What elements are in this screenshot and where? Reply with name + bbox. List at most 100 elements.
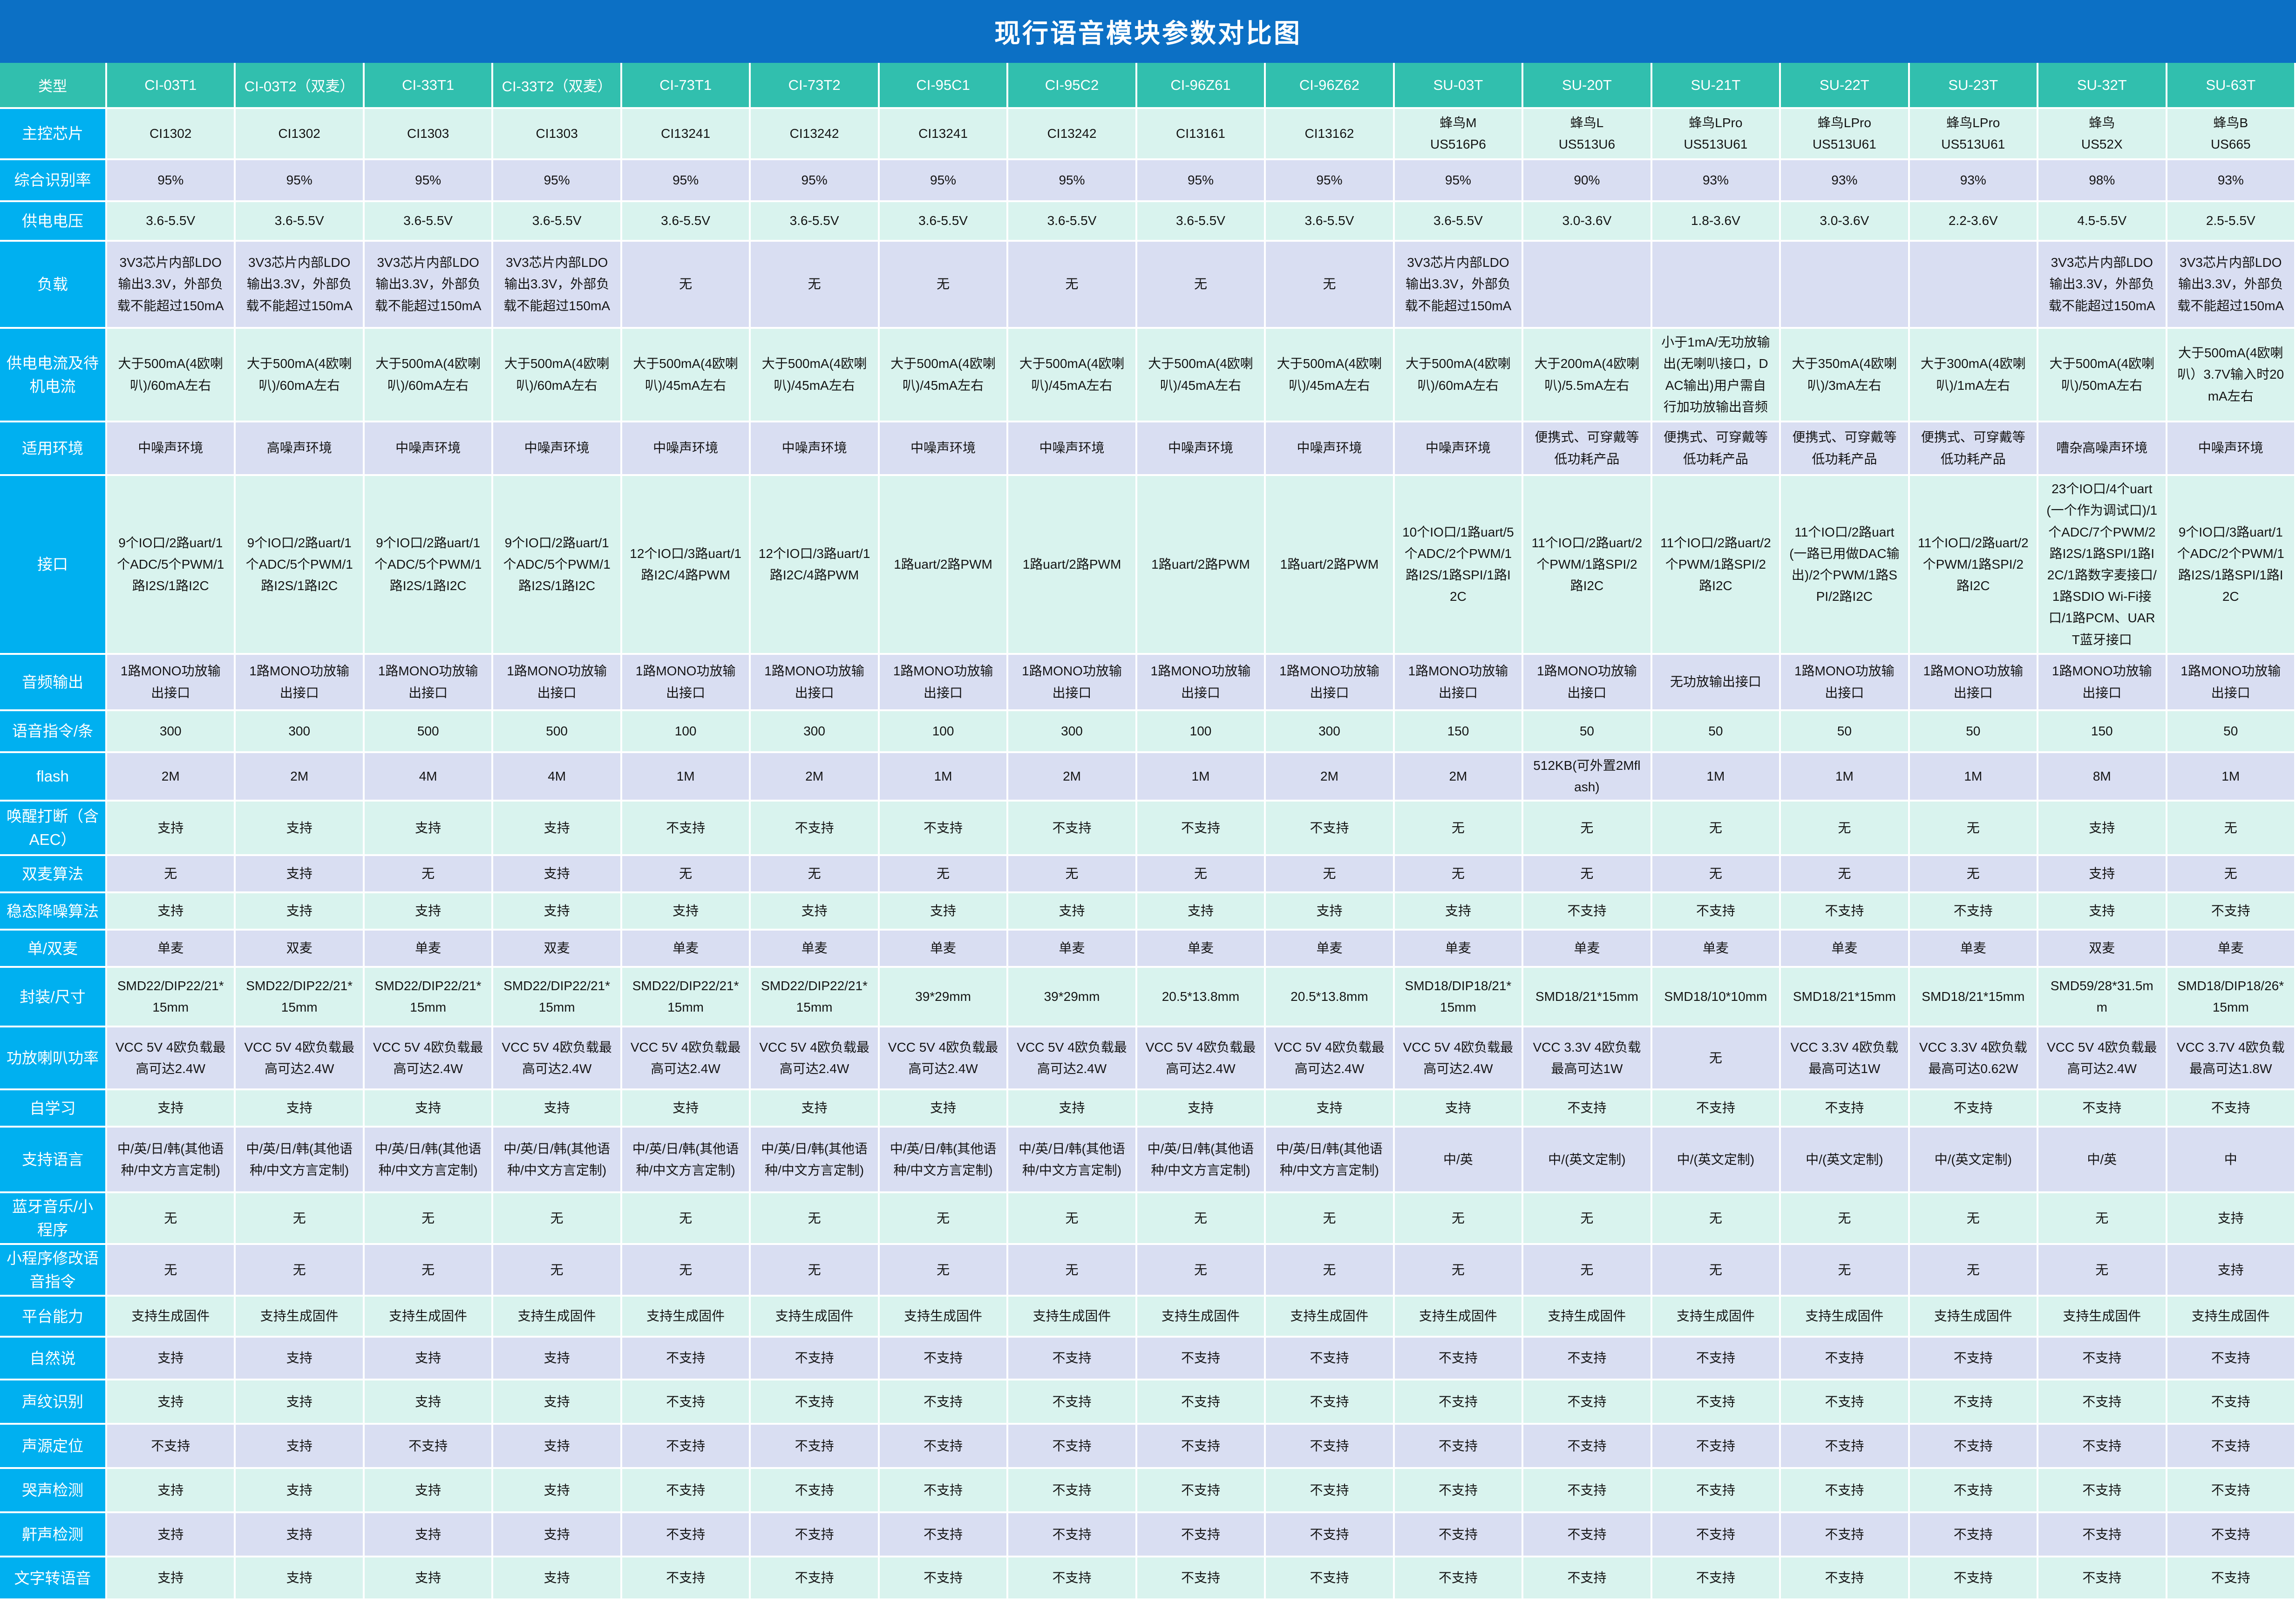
table-row: 声源定位 不支持 支持 不支持 支持 不支持 不支持 不支持 不支持 不支持 不支持 不支持 不支持 不支…: [0, 1425, 2296, 1469]
table-cell: 1M: [622, 753, 751, 802]
table-cell: 支持: [493, 1513, 622, 1558]
table-row: 语音指令/条 300 300 500 500 100 300 100 300 100 300 150 5…: [0, 711, 2296, 753]
table-cell: 无: [1394, 802, 1524, 857]
table-cell: 单麦: [2167, 931, 2296, 968]
table-cell: 1路MONO功放输出接口: [1781, 655, 1910, 711]
table-cell: SMD18/21*15mm: [1781, 968, 1910, 1028]
table-cell: 中/(英文定制): [1909, 1128, 2039, 1194]
column-header: CI-33T1: [364, 63, 494, 109]
table-cell: 不支持: [1781, 1513, 1910, 1558]
table-row: 接口 9个IO口/2路uart/1个ADC/5个PWM/1路I2S/1路I2C 9个…: [0, 476, 2296, 655]
table-cell: 3.6-5.5V: [107, 202, 236, 242]
table-cell: 1路MONO功放输出接口: [364, 655, 494, 711]
table-cell: 不支持: [1266, 1380, 1395, 1425]
table-cell: SMD22/DIP22/21*15mm: [493, 968, 622, 1028]
table-cell: 50: [1909, 711, 2039, 753]
table-cell: 不支持: [2167, 1557, 2296, 1601]
table-cell: VCC 5V 4欧负载最高可达2.4W: [1266, 1027, 1395, 1091]
table-row: 唤醒打断（含AEC） 支持 支持 支持 支持 不支持 不支持 不支持 不支持 不支持 不支持无无无无…: [0, 802, 2296, 857]
table-cell: 39*29mm: [1008, 968, 1137, 1028]
table-cell: 1M: [1781, 753, 1910, 802]
table-cell: 300: [107, 711, 236, 753]
table-cell: 无: [1523, 1193, 1652, 1245]
table-cell: SMD22/DIP22/21*15mm: [236, 968, 365, 1028]
table-cell: 无: [364, 856, 494, 894]
table-cell: 不支持: [1652, 1380, 1781, 1425]
table-cell: 支持: [107, 1469, 236, 1514]
table-cell: 11个IO口/2路uart(一路已用做DAC输出)/2个PWM/1路SPI/2路…: [1781, 476, 1910, 655]
table-cell: 不支持: [1394, 1338, 1524, 1381]
table-cell: 不支持: [1523, 1425, 1652, 1469]
table-cell: 93%: [1909, 160, 2039, 202]
table-cell: 不支持: [622, 1425, 751, 1469]
table-cell: 1路MONO功放输出接口: [1909, 655, 2039, 711]
table-cell: 单麦: [1137, 931, 1266, 968]
table-cell: 不支持: [2167, 1513, 2296, 1558]
table-cell: 中噪声环境: [2167, 422, 2296, 476]
table-row: 稳态降噪算法 支持 支持 支持 支持 支持 支持 支持 支持 支持 支持 支持 不支持 不支持 不支持 不支持…: [0, 893, 2296, 931]
table-cell: 不支持: [879, 1338, 1009, 1381]
table-cell: 小于1mA/无功放输出(无喇叭接口，DAC输出)用户需自行加功放输出音频: [1652, 329, 1781, 422]
table-cell: 不支持: [1523, 1380, 1652, 1425]
table-cell: 93%: [1781, 160, 1910, 202]
table-cell: 支持: [2038, 856, 2167, 894]
table-cell: 95%: [1266, 160, 1395, 202]
row-label: 供电电流及待机电流: [0, 329, 107, 422]
table-cell: 支持: [1008, 893, 1137, 931]
table-row: 小程序修改语音指令无无无无无无无无无无无无无无无无支持: [0, 1245, 2296, 1297]
table-cell: 12个IO口/3路uart/1路I2C/4路PWM: [622, 476, 751, 655]
table-cell: 50: [1652, 711, 1781, 753]
table-cell: 不支持: [1394, 1380, 1524, 1425]
table-cell: 支持: [1137, 893, 1266, 931]
table-cell: 3.6-5.5V: [622, 202, 751, 242]
table-cell: VCC 3.3V 4欧负载最高可达0.62W: [1909, 1027, 2039, 1091]
table-row: 封装/尺寸 SMD22/DIP22/21*15mm SMD22/DIP22/21*1…: [0, 968, 2296, 1028]
table-cell: 10个IO口/1路uart/5个ADC/2个PWM/1路I2S/1路SPI/1路…: [1394, 476, 1524, 655]
row-label: 稳态降噪算法: [0, 893, 107, 931]
table-cell: 支持: [493, 1090, 622, 1128]
table-cell: 不支持: [1266, 1513, 1395, 1558]
table-cell: 不支持: [1266, 1469, 1395, 1514]
table-cell: 支持生成固件: [751, 1297, 880, 1338]
table-cell: 不支持: [1909, 1513, 2039, 1558]
table-cell: 中/英/日/韩(其他语种/中文方言定制): [879, 1128, 1009, 1194]
row-label: 文字转语音: [0, 1557, 107, 1601]
table-cell: [1652, 242, 1781, 329]
table-cell: 蜂鸟LPro US513U61: [1652, 109, 1781, 160]
table-cell: 中/英/日/韩(其他语种/中文方言定制): [107, 1128, 236, 1194]
table-cell: 不支持: [1781, 1425, 1910, 1469]
table-cell: 2M: [107, 753, 236, 802]
table-cell: 不支持: [1008, 1469, 1137, 1514]
table-cell: 无: [364, 1193, 494, 1245]
table-cell: 支持: [2167, 1245, 2296, 1297]
table-cell: 95%: [1137, 160, 1266, 202]
table-cell: 中/英/日/韩(其他语种/中文方言定制): [751, 1128, 880, 1194]
table-cell: 500: [364, 711, 494, 753]
table-cell: 12个IO口/3路uart/1路I2C/4路PWM: [751, 476, 880, 655]
table-cell: 蜂鸟LPro US513U61: [1909, 109, 2039, 160]
table-cell: 支持: [751, 1090, 880, 1128]
table-cell: 1M: [1137, 753, 1266, 802]
table-cell: 不支持: [1781, 1469, 1910, 1514]
table-cell: 2M: [1266, 753, 1395, 802]
table-cell: 大于500mA(4欧喇叭)/45mA左右: [1008, 329, 1137, 422]
table-row: 平台能力 支持生成固件 支持生成固件 支持生成固件 支持生成固件 支持生成固件 支持生成固件…: [0, 1297, 2296, 1338]
table-cell: 不支持: [879, 1557, 1009, 1601]
table-cell: 不支持: [1008, 1425, 1137, 1469]
table-cell: 支持: [107, 1090, 236, 1128]
table-cell: 便携式、可穿戴等低功耗产品: [1909, 422, 2039, 476]
table-cell: 无: [1266, 1193, 1395, 1245]
table-cell: 不支持: [1523, 1338, 1652, 1381]
table-cell: 不支持: [1909, 1338, 2039, 1381]
table-cell: 300: [1008, 711, 1137, 753]
table-cell: 不支持: [1909, 893, 2039, 931]
table-cell: 支持: [236, 1469, 365, 1514]
table-cell: 不支持: [751, 1469, 880, 1514]
table-cell: 500: [493, 711, 622, 753]
table-cell: 4M: [493, 753, 622, 802]
column-header: SU-32T: [2038, 63, 2167, 109]
table-cell: 98%: [2038, 160, 2167, 202]
table-cell: 3V3芯片内部LDO输出3.3V，外部负载不能超过150mA: [1394, 242, 1524, 329]
table-cell: 不支持: [1652, 1557, 1781, 1601]
table-cell: [1909, 242, 2039, 329]
